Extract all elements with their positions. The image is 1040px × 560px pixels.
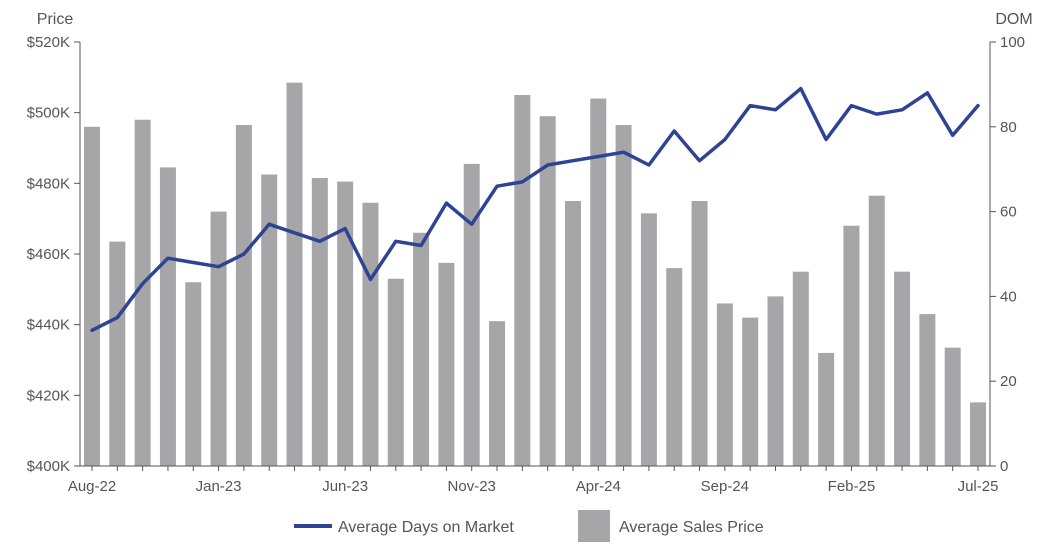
bar [413, 232, 430, 466]
y-left-tick-label: $520K [27, 34, 70, 51]
x-tick-label: Nov-23 [448, 478, 496, 495]
x-tick-label: Jan-23 [196, 478, 242, 495]
bar [337, 181, 354, 467]
y-right-tick-label: 40 [1000, 288, 1017, 305]
y-left-tick-label: $440K [27, 317, 70, 334]
y-right-tick-label: 0 [1000, 458, 1008, 475]
bar [185, 282, 202, 466]
bar [311, 178, 328, 467]
bar [767, 296, 784, 466]
bar [84, 126, 100, 467]
bar [818, 352, 835, 466]
series-line-days-on-market [90, 86, 980, 333]
bar [539, 116, 556, 466]
bar [438, 262, 455, 466]
bar [970, 402, 986, 466]
bars-layer [84, 82, 986, 467]
bar [868, 195, 885, 466]
bar [514, 95, 531, 466]
line-layer [90, 86, 980, 333]
y-left-tick-label: $500K [27, 105, 70, 122]
bar [109, 241, 126, 466]
x-tick-label: Sep-24 [701, 478, 749, 495]
legend-label-days-on-market: Average Days on Market [338, 519, 514, 536]
x-tick-label: Jun-23 [322, 478, 368, 495]
x-tick-label: Jul-25 [958, 478, 999, 495]
bar [261, 174, 278, 466]
x-tick-label: Feb-25 [828, 478, 876, 495]
legend-bar-swatch [578, 510, 610, 542]
bar [944, 347, 961, 466]
x-tick-label: Apr-24 [576, 478, 621, 495]
bar [564, 201, 581, 466]
y-right-tick-label: 20 [1000, 373, 1017, 390]
bar [286, 82, 303, 466]
y-left-tick-label: $420K [27, 387, 70, 404]
bar [666, 268, 683, 466]
y-left-tick-label: $460K [27, 246, 70, 263]
y-left-tick-label: $480K [27, 175, 70, 192]
bar [691, 201, 708, 466]
bar [362, 202, 379, 466]
bar [159, 167, 176, 466]
bar [919, 314, 936, 466]
bar [134, 119, 151, 466]
y-right-tick-label: 100 [1000, 34, 1025, 51]
bar [463, 163, 480, 466]
bar [640, 213, 657, 466]
bar [792, 271, 809, 466]
y-right-tick-label: 80 [1000, 119, 1017, 136]
axes-layer: $400K $420K $440K $460K $480K $500K $520K 0 20 40… [27, 34, 1025, 495]
bar [716, 303, 733, 466]
bar [387, 278, 404, 466]
y-right-tick-label: 60 [1000, 204, 1017, 221]
bar [489, 321, 506, 466]
legend-label-sales-price: Average Sales Price [619, 519, 764, 536]
bar [742, 317, 759, 466]
bar [615, 125, 632, 467]
y-left-axis-title: Price [37, 11, 74, 28]
bar [894, 271, 911, 466]
bar [210, 211, 227, 466]
bar [843, 225, 860, 466]
x-tick-label: Aug-22 [68, 478, 116, 495]
bar [235, 125, 252, 467]
y-right-axis-title: DOM [995, 11, 1032, 28]
y-left-tick-label: $400K [27, 458, 70, 475]
bar [590, 98, 607, 467]
legend: Average Days on Market Average Sales Pri… [294, 510, 764, 542]
